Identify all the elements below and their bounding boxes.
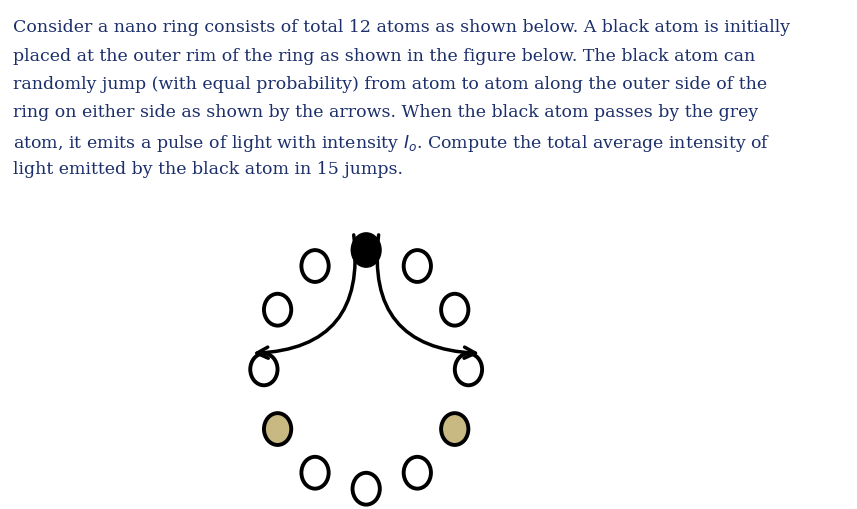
- Text: placed at the outer rim of the ring as shown in the figure below. The black atom: placed at the outer rim of the ring as s…: [14, 48, 756, 65]
- Circle shape: [352, 473, 380, 504]
- Circle shape: [302, 457, 329, 489]
- Circle shape: [455, 353, 482, 385]
- Text: randomly jump (with equal probability) from atom to atom along the outer side of: randomly jump (with equal probability) f…: [14, 76, 768, 93]
- Circle shape: [404, 250, 431, 282]
- Circle shape: [302, 250, 329, 282]
- Text: Consider a nano ring consists of total 12 atoms as shown below. A black atom is : Consider a nano ring consists of total 1…: [14, 19, 790, 36]
- Circle shape: [352, 234, 380, 266]
- Circle shape: [404, 457, 431, 489]
- Text: light emitted by the black atom in 15 jumps.: light emitted by the black atom in 15 ju…: [14, 161, 404, 178]
- Text: ring on either side as shown by the arrows. When the black atom passes by the gr: ring on either side as shown by the arro…: [14, 104, 758, 121]
- Text: atom, it emits a pulse of light with intensity $I_o$. Compute the total average : atom, it emits a pulse of light with int…: [14, 133, 770, 154]
- Circle shape: [264, 413, 291, 445]
- Circle shape: [264, 294, 291, 326]
- Circle shape: [441, 294, 469, 326]
- Circle shape: [250, 353, 278, 385]
- Circle shape: [441, 413, 469, 445]
